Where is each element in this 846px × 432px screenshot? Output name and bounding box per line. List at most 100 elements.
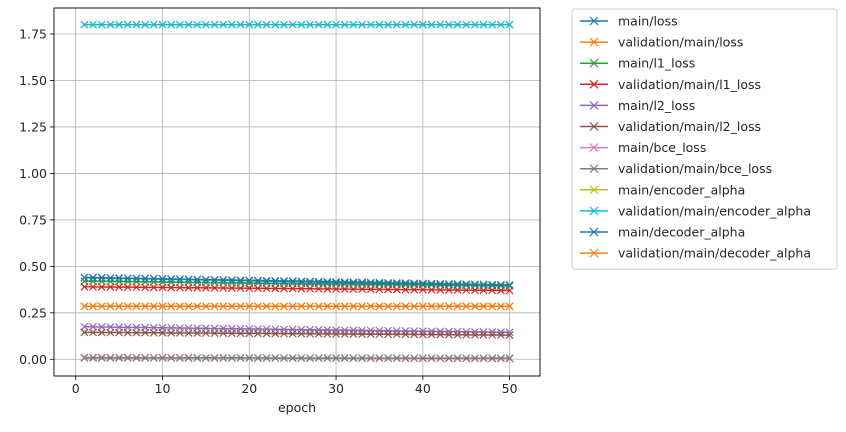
data-point [236, 20, 245, 29]
data-point [375, 302, 384, 311]
data-point [497, 280, 505, 289]
plot-frame [53, 7, 541, 377]
data-point [106, 277, 115, 286]
data-point [323, 284, 332, 293]
x-tick-label: 40 [415, 381, 431, 396]
x-axis-label: epoch [278, 400, 316, 415]
data-point [436, 354, 445, 363]
data-point [280, 284, 288, 293]
data-point [306, 277, 314, 286]
data-point [149, 302, 158, 311]
data-point [271, 354, 280, 362]
data-point [89, 322, 97, 331]
data-point [418, 354, 427, 363]
data-point [297, 284, 306, 293]
legend-entry: validation/main/bce_loss [580, 161, 772, 176]
data-point [210, 302, 219, 311]
data-point [210, 354, 219, 362]
data-point [349, 20, 358, 29]
data-point [453, 286, 462, 294]
data-point [115, 283, 124, 292]
data-point [262, 302, 271, 311]
data-point [227, 284, 236, 293]
data-point [97, 302, 106, 311]
data-point [297, 302, 306, 311]
data-point [332, 302, 340, 311]
data-point [453, 302, 462, 311]
data-point [427, 330, 436, 339]
x-tick-label: 0 [72, 381, 80, 396]
data-point [280, 354, 288, 362]
data-point [280, 277, 288, 285]
data-point [444, 302, 453, 311]
data-point [193, 20, 202, 29]
data-point [132, 354, 141, 362]
data-point [323, 277, 332, 286]
data-point [245, 276, 254, 285]
data-point [106, 354, 115, 362]
series-validation-main-l1-loss [80, 282, 514, 295]
data-point [80, 302, 89, 311]
data-point [184, 302, 193, 311]
data-point [115, 20, 124, 29]
data-point [323, 302, 332, 311]
data-point [280, 20, 288, 29]
data-point [227, 302, 236, 311]
data-point [366, 285, 375, 294]
data-point [444, 330, 453, 339]
data-point [288, 354, 297, 362]
data-point [410, 20, 419, 29]
x-tick-label: 30 [328, 381, 344, 396]
data-point [175, 354, 184, 362]
data-point [332, 285, 340, 293]
data-point [366, 326, 375, 335]
data-point [106, 328, 115, 337]
data-point [262, 354, 271, 362]
legend-label: main/encoder_alpha [618, 182, 745, 197]
x-tick-label: 10 [155, 381, 171, 396]
data-point [314, 20, 323, 29]
legend: main/loss validation/main/loss main/l1_los… [571, 8, 838, 270]
data-point [271, 276, 280, 285]
data-point [427, 279, 436, 288]
data-point [271, 20, 280, 29]
data-point [193, 354, 202, 362]
data-point [288, 302, 297, 311]
data-point [184, 354, 193, 362]
data-point [141, 328, 150, 337]
data-point [167, 354, 176, 362]
data-point [245, 284, 254, 293]
data-point [366, 330, 375, 339]
data-point [80, 282, 89, 291]
data-point [340, 20, 349, 29]
data-point [332, 354, 340, 363]
data-point [158, 283, 167, 292]
data-point [149, 20, 158, 29]
data-point [444, 327, 453, 336]
data-point [497, 20, 505, 29]
data-point [505, 20, 514, 29]
series-validation-main-encoder-alpha [80, 20, 514, 29]
data-point [349, 278, 358, 287]
data-point [193, 283, 202, 292]
data-point [236, 329, 245, 338]
data-point [358, 278, 367, 287]
data-point [427, 354, 436, 363]
data-point [236, 302, 245, 311]
data-point [123, 328, 132, 337]
data-point [453, 327, 462, 336]
data-point [314, 354, 323, 362]
data-point [193, 275, 202, 284]
data-point [106, 274, 115, 282]
data-point [340, 285, 349, 293]
data-point [384, 330, 393, 339]
data-point [392, 326, 401, 335]
data-point [297, 20, 306, 29]
data-point [340, 330, 349, 338]
data-point [401, 327, 410, 335]
data-point [384, 20, 393, 29]
data-point [375, 278, 384, 287]
y-tick-label: 1.50 [19, 73, 47, 88]
data-point [384, 278, 393, 287]
data-point [375, 354, 384, 363]
